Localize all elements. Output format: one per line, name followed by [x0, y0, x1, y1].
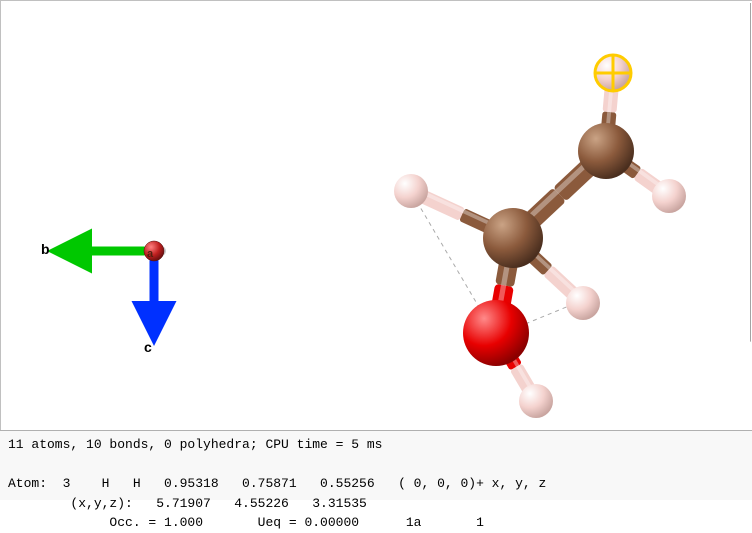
info-line-summary: 11 atoms, 10 bonds, 0 polyhedra; CPU tim… — [8, 437, 382, 452]
molecule-svg — [361, 1, 751, 431]
axis-label-c: c — [144, 339, 152, 355]
info-line-occ: Occ. = 1.000 Ueq = 0.00000 1a 1 — [8, 515, 484, 530]
axis-widget: b c a — [39, 201, 189, 351]
axis-label-b: b — [41, 241, 50, 257]
axis-label-a: a — [147, 248, 153, 260]
info-line-xyz: (x,y,z): 5.71907 4.55226 3.31535 — [8, 496, 367, 511]
3d-viewport[interactable]: b c a — [0, 0, 752, 430]
atom-c[interactable] — [483, 208, 543, 268]
atom-c[interactable] — [578, 123, 634, 179]
selection-marker — [595, 55, 631, 91]
atom-h[interactable] — [652, 179, 686, 213]
atom-h[interactable] — [519, 384, 553, 418]
info-line-atom: Atom: 3 H H 0.95318 0.75871 0.55256 ( 0,… — [8, 476, 546, 491]
atom-o[interactable] — [463, 300, 529, 366]
atom-h[interactable] — [566, 286, 600, 320]
info-panel: 11 atoms, 10 bonds, 0 polyhedra; CPU tim… — [0, 430, 752, 500]
molecule-scene[interactable] — [361, 1, 751, 421]
atom-h[interactable] — [394, 174, 428, 208]
axis-svg — [39, 201, 189, 351]
